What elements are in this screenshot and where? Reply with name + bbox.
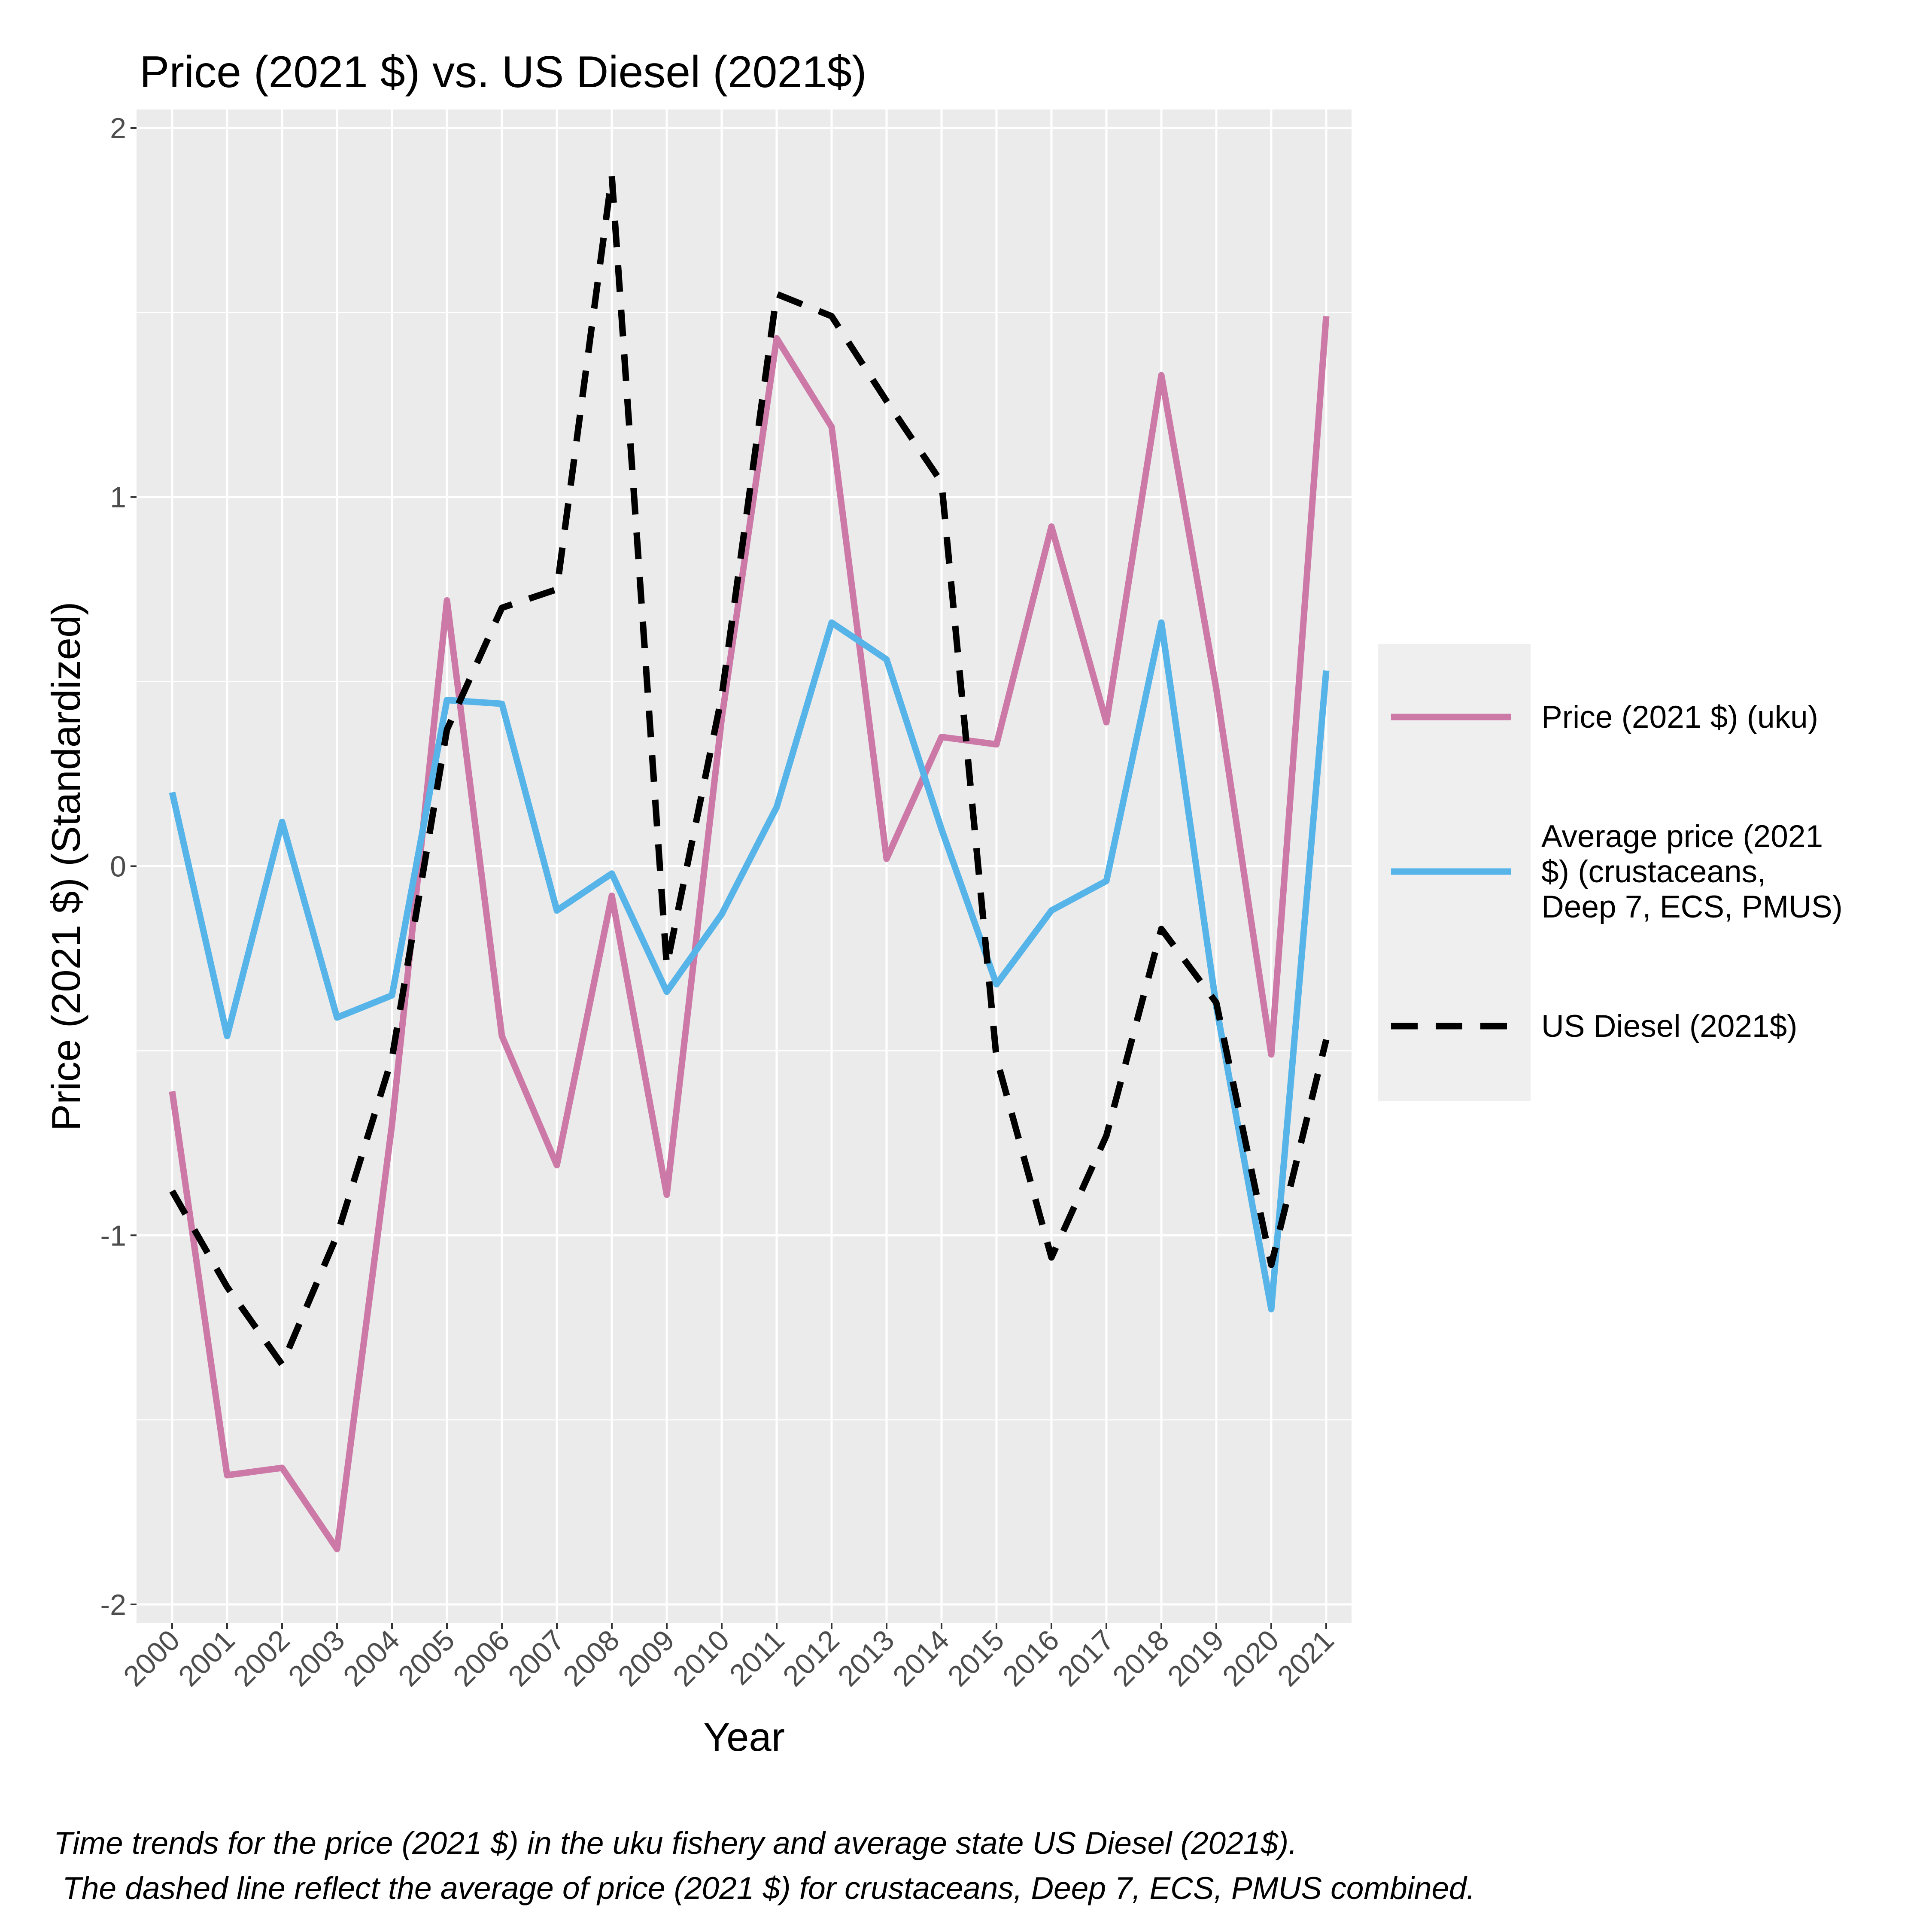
chart-title: Price (2021 $) vs. US Diesel (2021$) <box>140 47 867 97</box>
legend-label-line: Price (2021 $) (uku) <box>1541 700 1818 735</box>
x-tick-label: 2012 <box>777 1624 846 1693</box>
x-tick-label: 2002 <box>227 1624 296 1693</box>
y-tick-label: 2 <box>110 112 126 145</box>
y-axis-title: Price (2021 $) (Standardized) <box>43 601 88 1131</box>
series-layer <box>169 173 1330 1552</box>
x-tick-label: 2016 <box>996 1624 1066 1693</box>
y-axis: -2 -1 0 1 2 <box>100 112 137 1621</box>
legend-label-2: Average price (2021 $) (crustaceans, Deep … <box>1541 819 1843 924</box>
x-axis-title: Year <box>703 1714 785 1759</box>
legend: Price (2021 $) (uku) Average price (2021 $… <box>1391 700 1843 1044</box>
series-line-3 <box>169 173 1330 1368</box>
grid-major <box>137 109 1352 1623</box>
x-tick-label: 2013 <box>832 1624 901 1693</box>
x-tick-label: 2007 <box>502 1624 571 1693</box>
legend-label-line: Average price (2021 <box>1541 819 1823 854</box>
y-tick-label: -2 <box>100 1589 126 1621</box>
x-tick-label: 2019 <box>1161 1624 1230 1693</box>
x-tick-label: 2015 <box>942 1624 1011 1693</box>
caption-line-2: The dashed line reflect the average of p… <box>54 1871 1475 1906</box>
x-tick-label: 2009 <box>612 1624 681 1693</box>
y-tick-label: 0 <box>110 851 126 883</box>
y-tick-label: 1 <box>110 481 126 514</box>
y-tick-label: -1 <box>100 1219 126 1252</box>
x-tick-label: 2014 <box>887 1624 956 1693</box>
x-tick-label: 2003 <box>282 1624 351 1693</box>
x-tick-label: 2001 <box>172 1624 241 1693</box>
x-tick-label: 2011 <box>723 1624 790 1691</box>
x-tick-label: 2004 <box>337 1624 406 1693</box>
caption-line-1: Time trends for the price (2021 $) in th… <box>54 1826 1297 1861</box>
legend-label-line: $) (crustaceans, <box>1541 854 1766 889</box>
x-tick-label: 2000 <box>117 1624 186 1693</box>
x-tick-label: 2010 <box>667 1624 736 1693</box>
x-tick-label: 2018 <box>1106 1624 1176 1693</box>
series-line-1 <box>169 316 1330 1552</box>
legend-label-3: US Diesel (2021$) <box>1541 1009 1797 1044</box>
legend-label-1: Price (2021 $) (uku) <box>1541 700 1818 735</box>
x-tick-label: 2006 <box>447 1624 516 1693</box>
series-line-2 <box>169 619 1330 1312</box>
legend-label-line: US Diesel (2021$) <box>1541 1009 1797 1044</box>
legend-label-line: Deep 7, ECS, PMUS) <box>1541 890 1843 924</box>
x-tick-label: 2017 <box>1051 1624 1121 1693</box>
x-axis: 2000200120022003200420052006200720082009… <box>117 1623 1340 1693</box>
x-tick-label: 2005 <box>392 1624 461 1693</box>
x-tick-label: 2021 <box>1271 1624 1340 1693</box>
x-tick-label: 2020 <box>1216 1624 1285 1693</box>
x-tick-label: 2008 <box>557 1624 626 1693</box>
